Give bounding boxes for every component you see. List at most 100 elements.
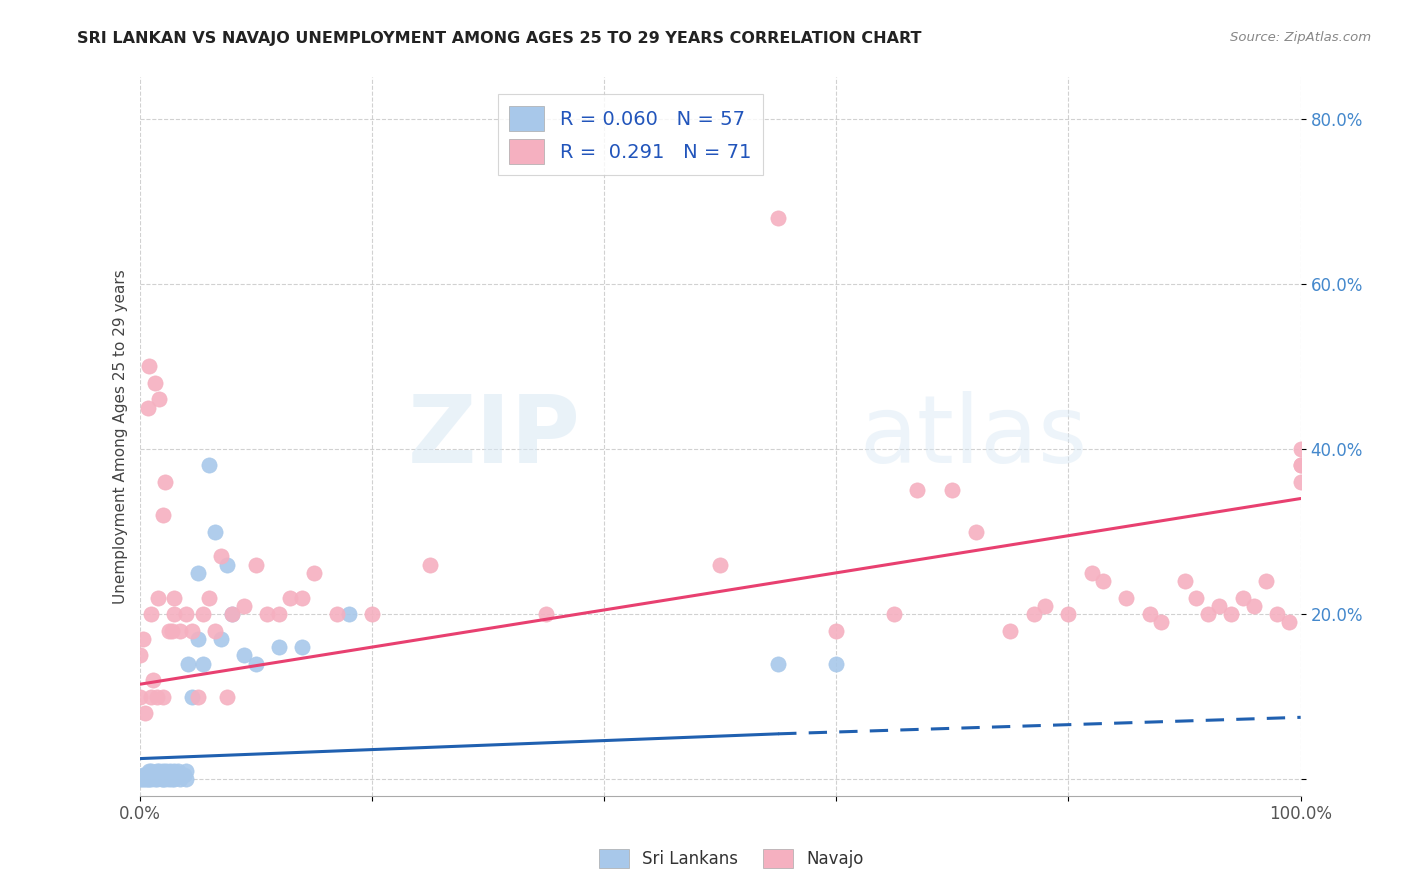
Point (157, 624, 180, 638)
Point (159, 764, 181, 778)
Point (215, 690, 238, 704)
Point (825, 624, 848, 638)
Point (146, 764, 169, 778)
Point (152, 772, 174, 787)
Point (187, 632, 209, 646)
Point (1115, 591, 1137, 605)
Point (1033, 599, 1056, 613)
Point (1232, 591, 1254, 605)
Point (267, 640, 290, 654)
Point (209, 632, 232, 646)
Text: SRI LANKAN VS NAVAJO UNEMPLOYMENT AMONG AGES 25 TO 29 YEARS CORRELATION CHART: SRI LANKAN VS NAVAJO UNEMPLOYMENT AMONG … (77, 31, 922, 46)
Point (152, 508, 174, 522)
Point (180, 624, 202, 638)
Point (1254, 574, 1277, 588)
Point (193, 657, 215, 671)
Point (150, 772, 173, 787)
Point (138, 764, 160, 778)
Point (193, 607, 215, 621)
Point (174, 764, 197, 778)
Point (174, 607, 197, 621)
Point (166, 764, 188, 778)
Point (139, 772, 162, 787)
Point (128, 690, 150, 704)
Point (204, 624, 226, 638)
Point (766, 211, 789, 225)
Point (149, 768, 172, 782)
Point (337, 607, 360, 621)
Point (138, 772, 160, 787)
Point (152, 690, 174, 704)
Point (1000, 624, 1022, 638)
Point (1289, 442, 1312, 456)
Point (145, 768, 167, 782)
Point (148, 764, 170, 778)
Point (139, 607, 162, 621)
Point (1289, 458, 1312, 473)
Point (215, 558, 238, 572)
Point (1092, 574, 1115, 588)
Point (245, 657, 267, 671)
Point (139, 690, 162, 704)
Point (134, 768, 156, 782)
Point (134, 706, 156, 721)
Text: ZIP: ZIP (408, 391, 581, 483)
Point (157, 768, 180, 782)
Text: atlas: atlas (859, 391, 1088, 483)
Point (1139, 607, 1161, 621)
Point (825, 657, 848, 671)
Point (221, 607, 243, 621)
Point (291, 591, 314, 605)
Point (1057, 607, 1080, 621)
Point (146, 690, 169, 704)
Point (965, 524, 987, 539)
Point (177, 657, 200, 671)
Point (155, 764, 177, 778)
Point (153, 475, 176, 489)
Text: Source: ZipAtlas.com: Source: ZipAtlas.com (1230, 31, 1371, 45)
Point (157, 772, 180, 787)
Point (302, 566, 325, 580)
Y-axis label: Unemployment Among Ages 25 to 29 years: Unemployment Among Ages 25 to 29 years (114, 269, 128, 604)
Point (221, 607, 243, 621)
Point (204, 524, 226, 539)
Point (291, 640, 314, 654)
Point (136, 401, 159, 415)
Point (280, 591, 302, 605)
Point (173, 768, 195, 782)
Point (146, 591, 169, 605)
Point (419, 558, 441, 572)
Point (1289, 475, 1312, 489)
Point (160, 624, 183, 638)
Point (132, 632, 155, 646)
Point (139, 764, 162, 778)
Point (883, 607, 905, 621)
Point (180, 690, 202, 704)
Point (245, 558, 267, 572)
Point (256, 607, 278, 621)
Point (131, 772, 153, 787)
Point (139, 768, 162, 782)
Point (907, 483, 929, 498)
Point (1243, 599, 1265, 613)
Point (187, 690, 209, 704)
Point (163, 772, 186, 787)
Point (1208, 599, 1230, 613)
Point (1173, 574, 1195, 588)
Point (128, 772, 150, 787)
Point (1197, 607, 1219, 621)
Point (1267, 607, 1289, 621)
Point (138, 359, 160, 374)
Legend: Sri Lankans, Navajo: Sri Lankans, Navajo (592, 842, 870, 875)
Point (326, 607, 349, 621)
Point (142, 673, 165, 688)
Point (163, 591, 186, 605)
Point (128, 648, 150, 663)
Point (163, 764, 186, 778)
Point (941, 483, 963, 498)
Point (135, 772, 157, 787)
Point (136, 772, 159, 787)
Point (160, 768, 183, 782)
Point (160, 772, 183, 787)
Point (709, 558, 731, 572)
